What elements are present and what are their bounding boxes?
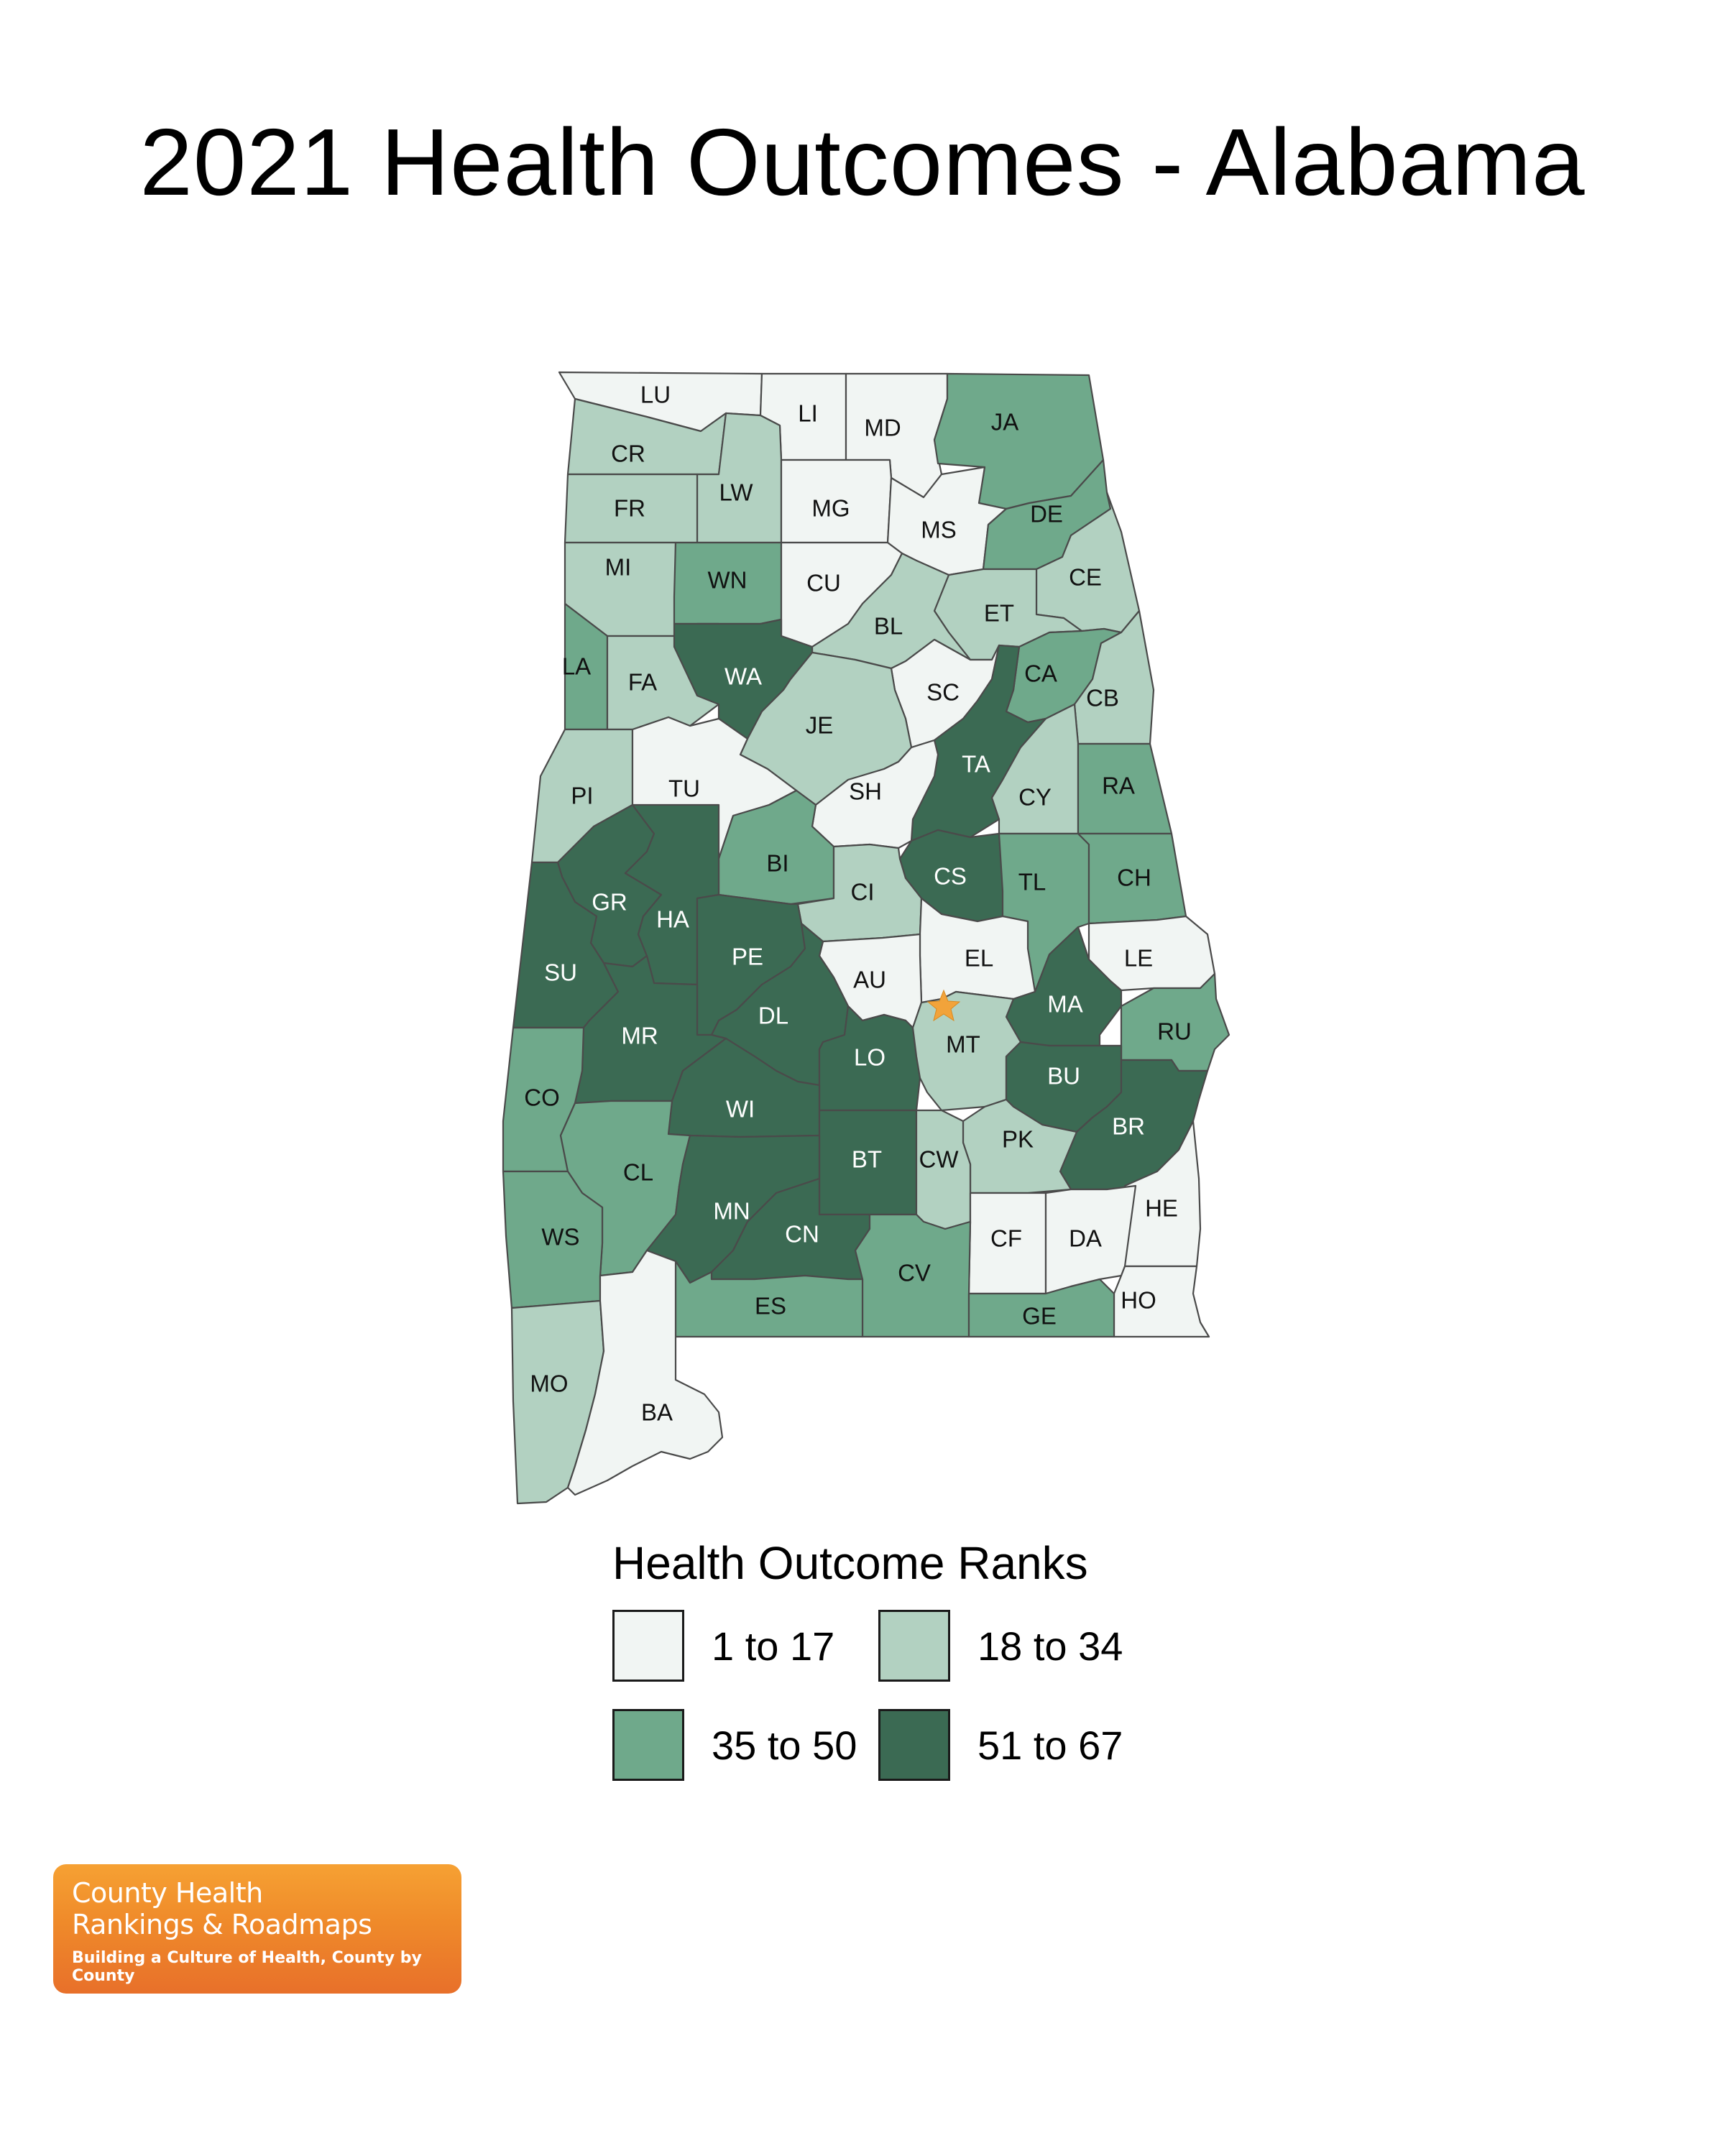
legend-label: 18 to 34 [978,1623,1123,1669]
county-label-et: ET [984,600,1014,627]
legend-label: 1 to 17 [712,1623,835,1669]
county-label-mt: MT [946,1031,980,1058]
county-label-da: DA [1069,1225,1102,1252]
county-label-he: HE [1145,1195,1178,1222]
county-label-cw: CW [919,1146,960,1173]
county-label-pe: PE [732,944,763,970]
county-label-ge: GE [1022,1303,1057,1330]
county-label-tu: TU [668,775,700,802]
county-label-cf: CF [990,1225,1022,1252]
county-label-ca: CA [1024,660,1057,687]
county-label-mo: MO [530,1370,568,1397]
county-es[interactable] [674,1260,864,1338]
county-label-bl: BL [874,613,903,640]
county-label-ch: CH [1117,865,1151,891]
county-label-pk: PK [1002,1126,1034,1153]
county-label-ms: MS [921,517,957,543]
county-label-bu: BU [1047,1063,1080,1089]
county-label-cv: CV [898,1260,931,1286]
county-label-sh: SH [849,778,882,805]
county-label-ba: BA [641,1399,673,1426]
county-label-wa: WA [724,663,762,690]
county-label-sc: SC [926,679,960,706]
county-label-mi: MI [605,554,632,581]
logo-line-2: Rankings & Roadmaps [72,1909,372,1940]
legend-label: 35 to 50 [712,1723,857,1768]
legend-title: Health Outcome Ranks [612,1537,1088,1589]
county-label-au: AU [853,967,886,993]
county-label-la: LA [562,653,591,680]
county-label-li: LI [798,400,818,427]
county-label-bi: BI [766,850,788,877]
county-label-ma: MA [1047,991,1083,1018]
county-label-ra: RA [1102,773,1135,799]
county-ge[interactable] [967,1278,1116,1338]
county-label-cn: CN [785,1221,819,1248]
county-label-ta: TA [962,751,990,778]
county-label-ci: CI [851,879,875,906]
county-label-cl: CL [623,1159,653,1186]
county-label-fa: FA [628,669,657,696]
legend-swatch [878,1709,950,1781]
county-label-wi: WI [726,1096,755,1123]
county-ws[interactable] [502,1170,604,1309]
legend-label: 51 to 67 [978,1723,1123,1768]
county-label-ha: HA [656,906,689,933]
county-ho[interactable] [1113,1265,1210,1338]
county-label-el: EL [965,945,993,972]
county-label-je: JE [806,712,834,739]
county-label-wn: WN [708,567,748,594]
county-label-bt: BT [852,1146,882,1173]
county-label-lo: LO [854,1044,886,1071]
county-label-br: BR [1112,1113,1145,1140]
county-label-ce: CE [1069,564,1102,591]
legend-swatch [878,1610,950,1682]
county-label-cu: CU [806,570,841,596]
county-label-mg: MG [811,495,850,522]
county-ba[interactable] [566,1249,724,1496]
legend-swatch [612,1610,684,1682]
legend-swatch [612,1709,684,1781]
county-label-cs: CS [934,863,967,890]
county-label-ho: HO [1121,1287,1156,1314]
county-label-cr: CR [611,441,645,467]
logo-line-1: County Health [72,1877,263,1909]
county-label-le: LE [1124,945,1153,972]
map-title: 2021 Health Outcomes - Alabama [139,109,1586,215]
county-label-su: SU [544,959,577,986]
county-label-ru: RU [1157,1018,1192,1045]
county-label-mn: MN [713,1198,750,1225]
county-label-md: MD [864,415,901,441]
county-label-fr: FR [614,495,645,522]
county-health-rankings-logo[interactable]: County Health Rankings & Roadmaps Buildi… [53,1864,461,1994]
county-label-tl: TL [1018,869,1046,895]
county-label-lw: LW [719,479,753,506]
county-label-mr: MR [621,1023,658,1049]
county-label-ws: WS [541,1224,579,1250]
county-label-co: CO [524,1084,560,1111]
county-label-pi: PI [571,783,593,809]
county-label-gr: GR [592,889,627,916]
county-label-cb: CB [1086,685,1119,711]
county-label-lu: LU [640,382,671,408]
county-label-de: DE [1030,501,1063,528]
logo-tagline: Building a Culture of Health, County by … [72,1949,422,1985]
county-label-ja: JA [991,409,1019,436]
county-label-cy: CY [1018,784,1052,811]
star-icon [926,989,961,1022]
county-label-dl: DL [758,1003,788,1029]
county-label-es: ES [755,1293,786,1319]
